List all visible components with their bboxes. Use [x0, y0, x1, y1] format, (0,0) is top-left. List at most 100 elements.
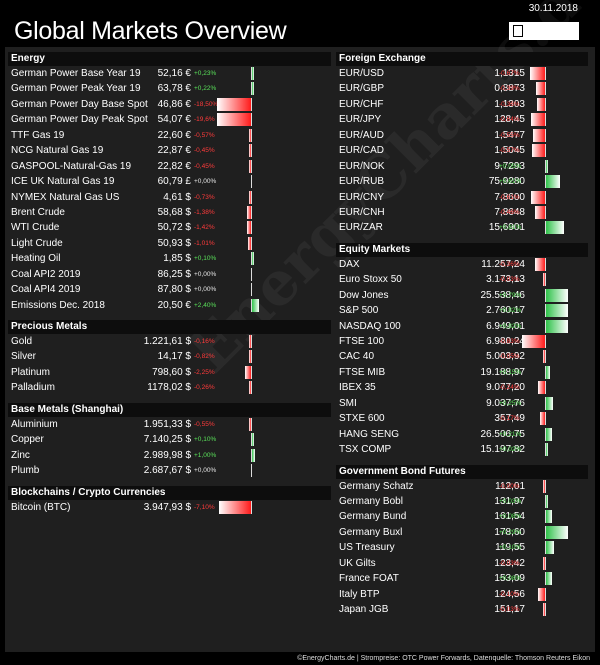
change-percent: -0,61% [499, 193, 520, 201]
change-percent: +0,29% [499, 528, 522, 536]
bar-axis [251, 159, 252, 173]
instrument-price: 3.947,93 $ [143, 501, 191, 513]
bar-axis [251, 82, 252, 96]
market-row: Light Crude 50,93 $ -1,01% [8, 236, 331, 251]
market-row: EUR/CNY 7,8600 -0,61% [336, 190, 588, 205]
change-percent: +0,02% [499, 446, 522, 454]
market-row: Euro Stoxx 50 3.173,13 -0,03% [336, 272, 588, 287]
instrument-price: 112,01 [495, 480, 525, 492]
market-row: Plumb 2.687,67 $ +0,00% [8, 463, 331, 478]
change-bar-negative [538, 381, 545, 395]
instrument-name: ICE UK Natural Gas 19 [11, 176, 115, 188]
instrument-price: 9.037,76 [486, 397, 525, 409]
instrument-price: 46,86 € [157, 98, 191, 110]
bar-axis [545, 257, 546, 271]
bar-axis [251, 448, 252, 462]
change-bar-negative [249, 159, 251, 173]
instrument-price: 0,8873 [494, 83, 525, 95]
change-bar-negative [246, 221, 251, 235]
bar-axis [545, 443, 546, 457]
logo-chart-icon [513, 24, 523, 37]
change-bar-negative [249, 381, 251, 395]
market-row: Platinum 798,60 $ -2,25% [8, 365, 331, 380]
instrument-name: FTSE 100 [339, 336, 385, 347]
instrument-name: Emissions Dec. 2018 [11, 299, 105, 311]
market-row: Germany Buxl 178,60 +0,29% [336, 525, 588, 540]
bar-axis [251, 350, 252, 364]
bar-axis [251, 417, 252, 431]
change-percent: +0,21% [499, 430, 522, 438]
market-row: German Power Base Year 19 52,16 € +0,23% [8, 66, 331, 81]
change-percent: -1,42% [194, 224, 215, 232]
change-percent: +0,08% [499, 513, 522, 521]
change-percent: +0,23% [194, 70, 217, 77]
instrument-price: 20,50 € [157, 299, 191, 311]
bar-axis [251, 365, 252, 379]
bar-axis [545, 479, 546, 493]
change-percent: +0,10% [499, 544, 522, 552]
market-row: EUR/CNH 7,8648 -0,46% [336, 205, 588, 220]
instrument-price: 1,5045 [494, 145, 525, 157]
change-bar-negative [531, 190, 545, 204]
change-percent: +0,61% [499, 178, 522, 186]
market-row: DAX 11.257,24 -0,36% [336, 257, 588, 272]
change-bar-negative [248, 190, 251, 204]
change-bar-negative [540, 412, 545, 426]
change-bar-positive [546, 175, 560, 189]
instrument-price: 25.538,46 [480, 289, 526, 301]
change-percent: -0,83% [499, 338, 520, 345]
market-row: German Power Peak Year 19 63,78 € +0,22% [8, 81, 331, 96]
instrument-name: NYMEX Natural Gas US [11, 191, 120, 203]
change-bar-negative [543, 350, 545, 364]
instrument-name: German Power Peak Year 19 [11, 83, 141, 95]
change-bar-positive [546, 541, 554, 555]
instrument-name: Brent Crude [11, 206, 65, 218]
instrument-price: 1178,02 $ [147, 382, 191, 394]
change-bar-negative [542, 603, 545, 616]
instrument-price: 6.980,24 [486, 336, 525, 347]
section-title: Blockchains / Crypto Currencies [8, 485, 331, 500]
change-bar-negative [248, 350, 251, 364]
bar-axis [251, 464, 252, 478]
change-percent: -0,57% [499, 147, 520, 155]
market-row: NASDAQ 100 6.949,01 +0,82% [336, 319, 588, 334]
change-percent: -0,10% [499, 590, 520, 598]
bar-axis [251, 298, 252, 312]
change-bar-positive [546, 319, 569, 333]
change-bar-positive [546, 572, 552, 586]
section-title: Base Metals (Shanghai) [8, 402, 331, 417]
section-title: Energy [8, 52, 331, 66]
bar-axis [545, 144, 546, 158]
change-bar-positive [546, 304, 569, 318]
instrument-price: 5.003,92 [486, 351, 525, 363]
section-equity: Equity Markets DAX 11.257,24 -0,36% Euro Sto… [336, 242, 588, 458]
bar-axis [545, 221, 546, 235]
page-title: Global Markets Overview [14, 17, 287, 45]
change-percent: +0,22% [194, 85, 217, 93]
instrument-name: Germany Bund [339, 511, 407, 523]
instrument-price: 11.257,24 [481, 258, 525, 270]
instrument-name: HANG SENG [339, 428, 400, 440]
change-percent: +0,00% [194, 270, 217, 278]
instrument-name: Japan JGB [339, 604, 389, 615]
instrument-name: Germany Bobl [339, 495, 403, 507]
change-percent: -0,03% [499, 276, 520, 284]
section-energy: Energy German Power Base Year 19 52,16 € +0… [8, 52, 331, 313]
market-row: NCG Natural Gas 19 22,87 € -0,45% [8, 143, 331, 158]
change-bar-positive [546, 365, 551, 379]
change-bar-positive [546, 494, 549, 508]
instrument-name: CAC 40 [339, 351, 375, 363]
instrument-name: Zinc [11, 449, 30, 461]
instrument-price: 15.197,82 [480, 444, 526, 456]
instrument-price: 86,25 $ [157, 268, 191, 280]
change-percent: +1,00% [194, 451, 217, 459]
change-percent: +0,79% [499, 291, 522, 299]
change-percent: -0,39% [499, 85, 520, 93]
bar-axis [251, 252, 252, 266]
footer-source: ©EnergyCharts.de | Strompreise: OTC Powe… [297, 655, 590, 662]
instrument-price: 119,55 [495, 542, 525, 554]
change-percent: +0,82% [499, 322, 522, 330]
change-percent: -1,01% [194, 239, 215, 247]
change-bar-negative [534, 205, 545, 219]
instrument-price: 178,60 [494, 526, 525, 538]
